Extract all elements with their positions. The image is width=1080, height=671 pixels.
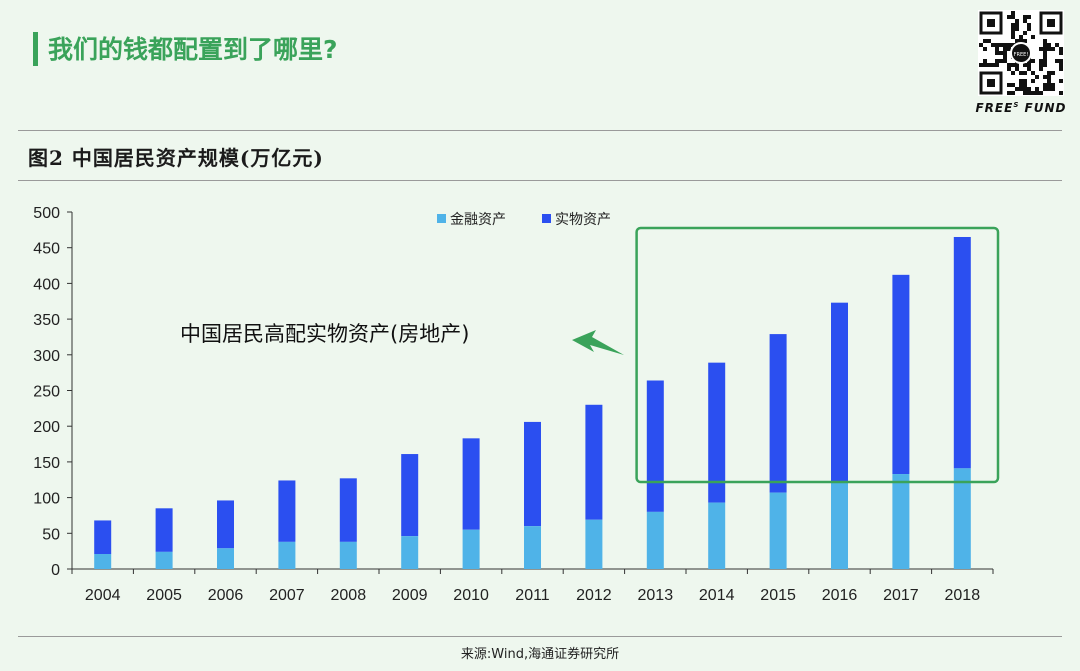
header-accent-bar [33,32,38,66]
x-tick-label: 2013 [638,587,674,604]
x-tick-label: 2016 [822,587,858,604]
bar-real-2017 [892,274,910,475]
y-tick-label: 0 [51,562,60,579]
bar-real-2012 [585,404,603,520]
bar-real-2016 [831,302,848,482]
x-tick-label: 2005 [146,587,182,604]
y-tick-label: 150 [33,455,60,472]
qr-center-logo: FREE! [1014,52,1029,58]
bar-real-2009 [401,454,419,537]
bar-financial-2017 [892,474,910,569]
y-tick-label: 300 [33,348,60,365]
y-tick-label: 350 [33,312,60,329]
legend: 金融资产 实物资产 [437,212,611,228]
y-tick-label: 500 [33,205,60,222]
bar-financial-2015 [769,492,787,569]
x-tick-label: 2018 [945,587,981,604]
legend-label-financial: 金融资产 [450,212,506,228]
bar-real-2013 [646,380,664,512]
brand-text-2: FUND [1019,101,1067,115]
x-tick-label: 2010 [453,587,489,604]
divider-bottom [18,636,1062,637]
legend-swatch-real [542,214,551,223]
x-tick-label: 2009 [392,587,428,604]
x-tick-label: 2012 [576,587,612,604]
bar-real-2014 [708,362,726,503]
legend-label-real: 实物资产 [555,212,611,228]
bar-financial-2010 [462,529,480,569]
bar-real-2018 [953,236,971,469]
bar-financial-2006 [217,548,234,569]
highlight-box [635,226,1000,484]
y-tick-label: 250 [33,384,60,401]
bar-real-2004 [94,520,112,555]
x-axis: 2004 2005 2006 2007 2008 2009 2010 2011 2012 2013… [71,568,994,604]
annotation-text: 中国居民高配实物资产(房地产) [180,322,469,346]
x-tick-label: 2014 [699,587,735,604]
bar-real-2011 [524,421,541,527]
bar-real-2015 [769,334,787,493]
y-tick-label: 50 [42,526,60,543]
bar-financial-2014 [708,502,726,569]
x-tick-label: 2017 [883,587,919,604]
divider-top [18,130,1062,131]
bar-real-2007 [278,480,296,542]
y-axis: 0 50 100 150 200 250 300 350 400 450 500 [33,205,73,579]
bar-financial-2008 [339,541,357,569]
page-title: 我们的钱都配置到了哪里? [48,35,338,64]
legend-swatch-financial [437,214,446,223]
x-tick-label: 2004 [85,587,121,604]
bar-financial-2011 [524,526,541,569]
bar-real-2010 [462,438,480,530]
bar-financial-2012 [585,519,603,569]
x-tick-label: 2015 [760,587,796,604]
bar-financial-2016 [831,481,848,569]
y-tick-label: 450 [33,241,60,258]
brand-text: FREE [975,101,1014,115]
y-tick-label: 400 [33,276,60,293]
bar-real-2006 [217,500,234,549]
qr-code-icon: FREE! [978,10,1064,96]
bar-financial-2004 [94,554,112,569]
bar-financial-2018 [953,468,971,569]
annotation-arrow [572,330,624,355]
source-note: 来源:Wind,海通证券研究所 [460,647,620,662]
x-tick-label: 2008 [331,587,367,604]
bars [94,236,971,569]
y-tick-label: 100 [33,491,60,508]
bar-financial-2007 [278,541,296,569]
bar-financial-2013 [646,511,664,569]
bar-financial-2005 [155,551,173,569]
figure-title: 图2 中国居民资产规模(万亿元) [28,146,324,170]
y-tick-label: 200 [33,419,60,436]
bar-financial-2009 [401,536,419,569]
brand-sup: S [1013,101,1020,109]
bar-real-2008 [339,478,357,542]
x-tick-label: 2006 [208,587,244,604]
divider-title [18,180,1062,181]
x-tick-label: 2011 [515,587,550,604]
x-tick-label: 2007 [269,587,305,604]
brand-logo: FREES FUND [968,101,1074,115]
bar-real-2005 [155,508,173,552]
